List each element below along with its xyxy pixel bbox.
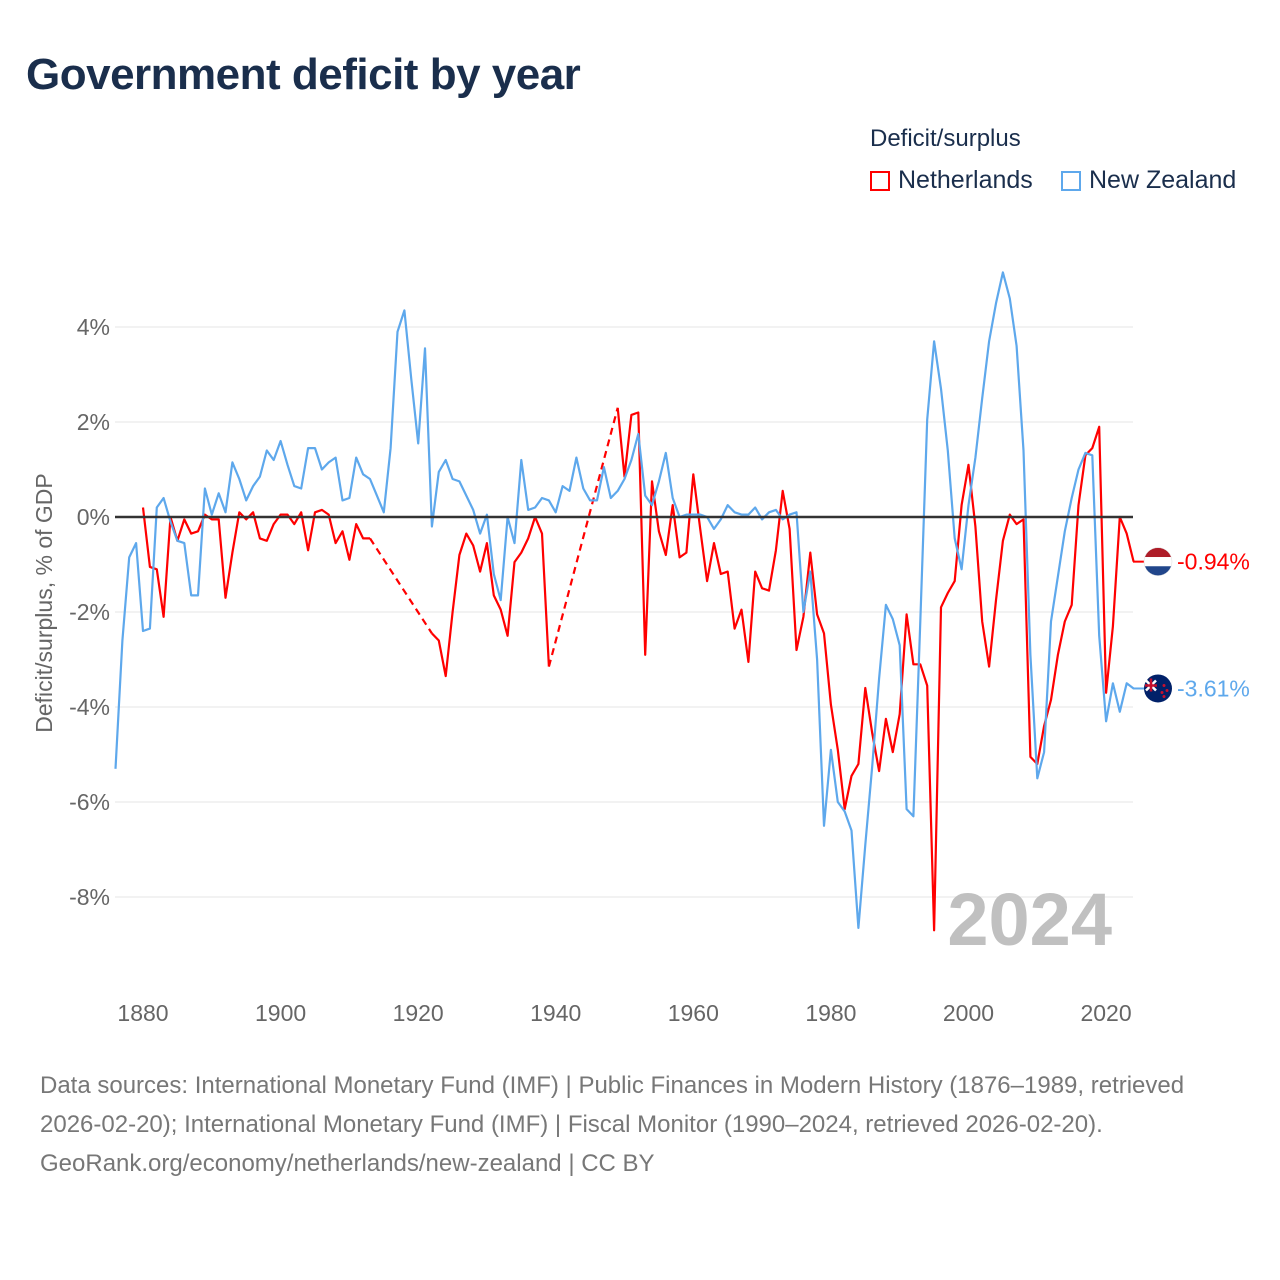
end-value-label: -0.94%: [1177, 549, 1250, 575]
x-tick-label: 1960: [668, 1000, 719, 1026]
x-tick-label: 1980: [805, 1000, 856, 1026]
legend-swatch-netherlands: [870, 170, 890, 191]
missing-data-dash: [369, 537, 433, 635]
end-value-label: -3.61%: [1177, 675, 1250, 701]
y-tick-label: 4%: [77, 314, 110, 340]
new-zealand-flag-icon: [1144, 674, 1172, 703]
legend-item-new-zealand[interactable]: New Zealand: [1061, 166, 1236, 195]
series-line-new-zealand: [114, 271, 1135, 930]
x-tick-label: 2020: [1080, 1000, 1131, 1026]
netherlands-flag-icon: [1143, 547, 1173, 576]
series-line-netherlands: [431, 515, 550, 678]
x-tick-label: 1920: [393, 1000, 444, 1026]
y-tick-label: 2%: [77, 409, 110, 435]
attribution-link[interactable]: GeoRank.org/economy/netherlands/new-zeal…: [40, 1150, 655, 1177]
legend-title: Deficit/surplus: [870, 125, 1021, 152]
series-line-netherlands: [616, 407, 1135, 932]
chart-title: Government deficit by year: [26, 50, 581, 99]
y-tick-label: 0%: [77, 504, 110, 530]
y-tick-label: -8%: [69, 884, 110, 910]
y-axis-label: Deficit/surplus, % of GDP: [31, 473, 57, 732]
legend-label: New Zealand: [1089, 166, 1237, 194]
y-tick-label: -4%: [69, 694, 110, 720]
legend-item-netherlands[interactable]: Netherlands: [870, 166, 1033, 195]
year-watermark: 2024: [947, 878, 1112, 961]
data-sources: Data sources: International Monetary Fun…: [40, 1072, 1185, 1138]
legend-label: Netherlands: [898, 166, 1033, 194]
x-tick-label: 1880: [117, 1000, 168, 1026]
chart-plot: 4% 2% 0% -2% -4% -6% -8% 1880 1900 1920 1940 1960 19…: [31, 271, 1250, 1026]
y-tick-label: -6%: [69, 789, 110, 815]
x-tick-label: 1900: [255, 1000, 306, 1026]
footer: Data sources: International Monetary Fun…: [40, 1066, 1240, 1183]
x-tick-label: 1940: [530, 1000, 581, 1026]
missing-data-dash: [547, 407, 619, 667]
x-tick-label: 2000: [943, 1000, 994, 1026]
legend-swatch-new-zealand: [1061, 170, 1081, 191]
series-line-netherlands: [141, 507, 370, 618]
y-tick-label: -2%: [69, 599, 110, 625]
